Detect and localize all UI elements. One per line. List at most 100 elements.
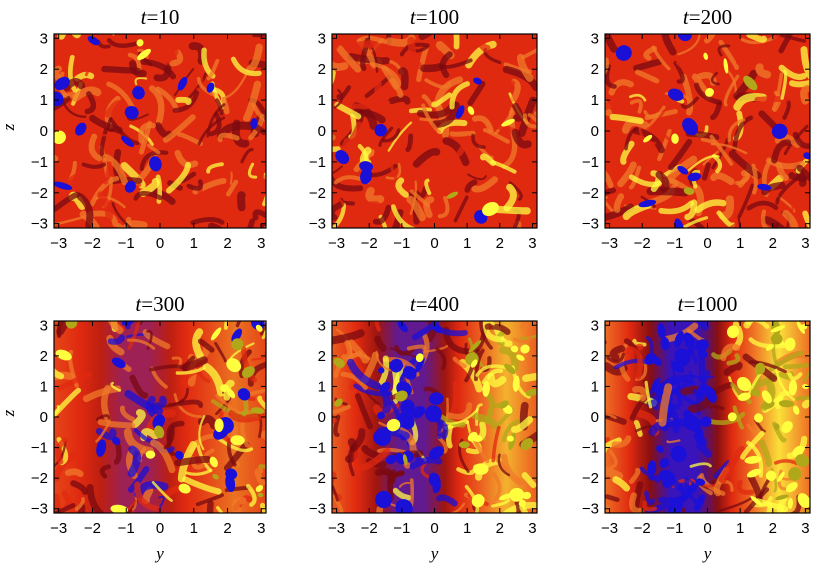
- swirl-stroke: [774, 133, 801, 148]
- x-tick-label: −3: [50, 520, 67, 537]
- time-variable: t: [135, 292, 142, 316]
- low-value-blob: [120, 135, 135, 148]
- x-tick-label: 0: [156, 235, 164, 252]
- y-tick-label: 3: [318, 30, 326, 47]
- y-tick-label: 3: [40, 30, 48, 47]
- swirl-stroke: [732, 115, 754, 152]
- swirl-stroke: [226, 167, 241, 179]
- time-value: =200: [689, 5, 732, 29]
- low-value-blob: [674, 348, 691, 365]
- low-value-blob: [389, 358, 403, 373]
- swirl-stroke: [225, 179, 239, 197]
- swirl-stroke: [240, 148, 254, 164]
- high-value-blob: [525, 388, 537, 397]
- swirl-stroke: [422, 344, 449, 353]
- x-tick-label: −2: [84, 235, 101, 252]
- time-value: =10: [147, 5, 180, 29]
- high-value-blob: [522, 491, 532, 500]
- swirl-stroke: [100, 384, 111, 422]
- low-value-blob: [412, 406, 425, 419]
- swirl-stroke: [56, 321, 65, 338]
- low-value-blob: [638, 199, 657, 208]
- swirl-stroke: [409, 456, 443, 470]
- swirl-stroke: [605, 412, 617, 420]
- swirl-stroke: [702, 150, 719, 166]
- high-value-blob: [744, 455, 762, 464]
- swirl-stroke: [74, 71, 95, 82]
- swirl-stroke: [730, 382, 752, 405]
- swirl-stroke: [608, 79, 634, 96]
- swirl-stroke: [421, 94, 434, 108]
- low-value-blob: [237, 388, 251, 401]
- high-value-blob: [214, 418, 224, 433]
- low-value-blob: [660, 336, 670, 351]
- high-value-blob: [55, 349, 72, 361]
- swirl-stroke: [493, 205, 531, 215]
- y-tick-label: −2: [582, 470, 599, 487]
- low-value-blob: [428, 446, 445, 460]
- swirl-stroke: [775, 162, 789, 181]
- x-tick-label: 1: [190, 520, 198, 537]
- swirl-stroke: [142, 486, 154, 505]
- swirl-stroke: [162, 114, 196, 143]
- panel-title: t=200: [683, 5, 732, 29]
- swirl-stroke: [126, 113, 149, 121]
- low-value-blob: [132, 86, 145, 100]
- swirl-stroke: [354, 393, 373, 430]
- low-value-blob: [652, 380, 664, 397]
- swirl-stroke: [148, 85, 165, 125]
- swirl-stroke: [173, 393, 203, 419]
- high-value-blob: [784, 337, 796, 351]
- low-value-blob: [674, 218, 684, 228]
- x-tick-label: 3: [257, 235, 265, 252]
- swirl-stroke: [206, 58, 220, 81]
- swirl-stroke: [390, 77, 404, 98]
- field-map: [332, 321, 537, 513]
- high-value-blob: [386, 418, 401, 432]
- x-tick-label: −3: [328, 520, 345, 537]
- high-value-blob: [501, 118, 515, 127]
- time-value: =400: [416, 292, 459, 316]
- swirl-stroke: [127, 52, 142, 72]
- x-tick-label: 1: [190, 235, 198, 252]
- y-tick-label: 1: [591, 92, 599, 109]
- low-value-blob: [429, 392, 444, 405]
- high-value-blob: [470, 359, 478, 368]
- x-tick-label: 2: [223, 520, 231, 537]
- x-tick-label: −2: [361, 235, 378, 252]
- low-value-blob: [54, 91, 64, 107]
- time-variable: t: [141, 5, 148, 29]
- y-axis-label: z: [0, 123, 18, 131]
- y-tick-label: 0: [591, 409, 599, 426]
- swirl-stroke: [446, 402, 473, 420]
- field-map: [605, 321, 810, 513]
- swirl-stroke: [704, 34, 716, 44]
- low-value-blob: [692, 424, 702, 433]
- low-value-blob: [152, 414, 165, 430]
- high-value-blob: [727, 412, 737, 422]
- swirl-stroke: [694, 199, 727, 214]
- swirl-stroke: [740, 35, 777, 45]
- swirl-stroke: [453, 195, 469, 223]
- swirl-stroke: [260, 502, 266, 513]
- high-value-blob: [518, 499, 526, 507]
- swirl-stroke: [247, 218, 255, 228]
- low-value-blob: [335, 150, 350, 165]
- low-value-blob: [402, 366, 417, 380]
- swirl-stroke: [491, 498, 511, 508]
- x-tick-label: −3: [328, 235, 345, 252]
- swirl-stroke: [613, 193, 625, 213]
- low-value-blob: [378, 367, 385, 374]
- low-value-blob: [149, 156, 162, 172]
- swirl-stroke: [353, 446, 361, 475]
- swirl-stroke: [106, 81, 135, 109]
- swirl-stroke: [101, 65, 141, 74]
- swirl-stroke: [522, 372, 537, 382]
- swirl-stroke: [346, 121, 362, 147]
- swirl-stroke: [388, 95, 411, 105]
- high-value-blob: [473, 435, 483, 442]
- swirl-stroke: [230, 56, 262, 77]
- swirl-stroke: [374, 335, 387, 352]
- swirl-stroke: [658, 383, 673, 427]
- swirl-stroke: [491, 425, 501, 463]
